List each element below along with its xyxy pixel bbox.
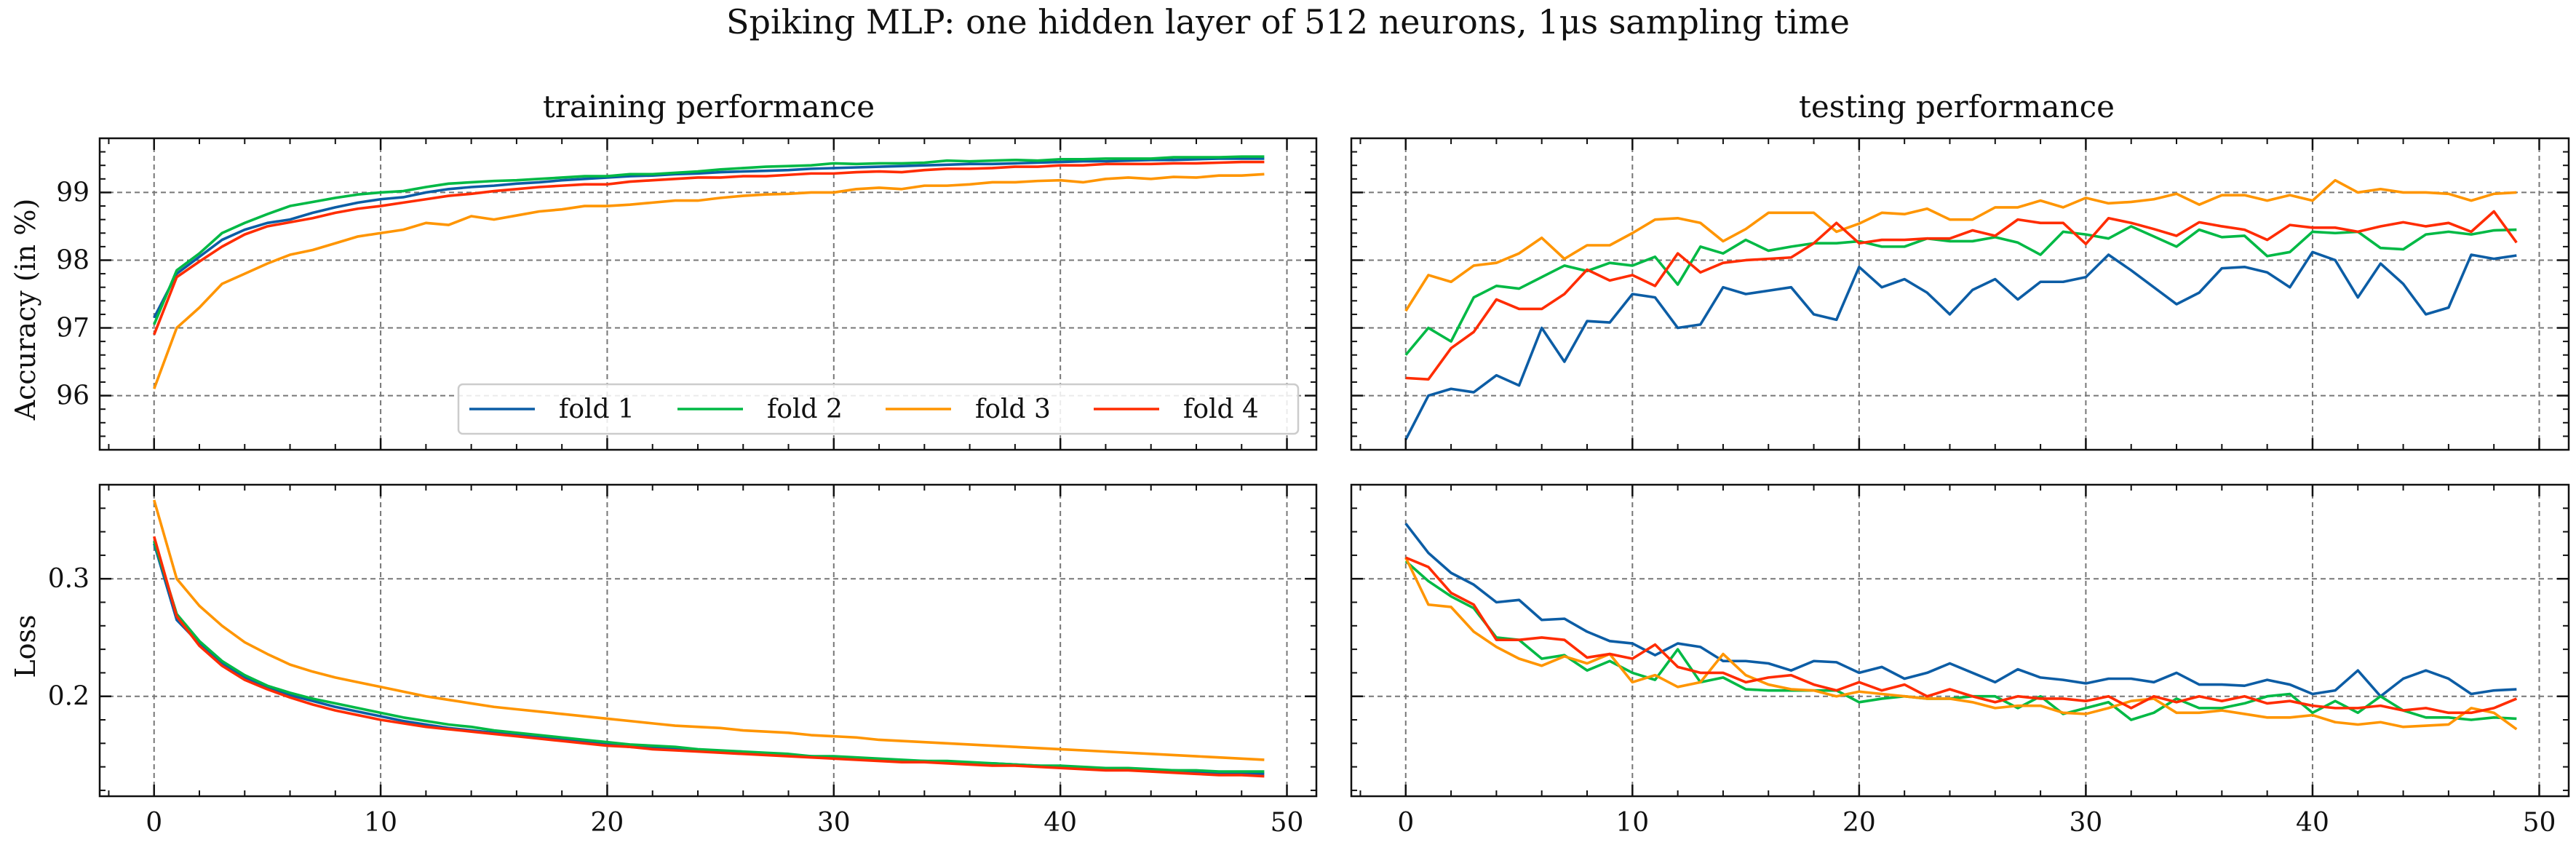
axes-frame [1350,137,2570,451]
legend-label: fold 4 [1183,394,1259,424]
y-tick-label: 98 [56,245,90,275]
series-line-fold-4 [152,536,1265,778]
series-line-fold-3 [153,172,1265,389]
x-tick-label: 0 [1397,808,1414,838]
x-tick-label: 40 [1043,808,1077,838]
x-tick-label: 0 [146,808,162,838]
series-line-fold-4 [153,160,1265,336]
x-tick-label: 30 [817,808,851,838]
axes-frame [1350,483,2570,798]
x-tick-label: 20 [591,808,624,838]
x-tick-label: 10 [1615,808,1649,838]
legend: fold 1 fold 2 fold 3 fold 4 [457,383,1300,435]
series-line-fold-4 [1405,210,2518,381]
figure-suptitle: Spiking MLP: one hidden layer of 512 neu… [726,2,1850,41]
y-tick-label: 97 [56,314,90,344]
legend-label: fold 3 [975,394,1051,424]
series-line-fold-4 [1405,556,2518,715]
series-line-fold-2 [153,155,1265,325]
panel-test-loss: 0 10 20 30 40 50 [1350,483,2570,838]
series-line-fold-3 [153,499,1265,761]
y-tick-label: 0.3 [48,564,90,594]
panel-test-acc [1350,137,2570,451]
legend-label: fold 2 [767,394,843,424]
x-tick-label: 10 [364,808,397,838]
series-line-fold-1 [153,157,1265,319]
series-line-fold-1 [1404,250,2517,440]
series-line-fold-1 [1404,523,2517,698]
legend-box [457,383,1300,435]
series-line-fold-2 [1404,225,2517,356]
x-tick-label: 30 [2070,808,2103,838]
panel-title-testing: testing performance [1799,89,2115,124]
y-axis-label-loss: Loss [9,614,41,678]
series-line-fold-3 [1404,557,2518,731]
series-line-fold-2 [1404,560,2517,721]
series-line-fold-3 [1404,178,2517,312]
y-axis-label-accuracy: Accuracy (in %) [9,199,41,421]
axes-frame [98,137,1318,451]
y-tick-label: 0.2 [48,682,90,712]
legend-label: fold 1 [559,394,635,424]
panel-train-loss: 0 10 20 30 40 50 0.2 0.3 [48,483,1318,838]
y-tick-label: 99 [56,178,90,207]
plot-area: 96 97 98 99 0 10 20 30 40 50 0.2 0.3 0 10 20 30 40 50 fold… [48,137,2570,838]
panel-train-acc: 96 97 98 99 [56,137,1318,451]
panel-title-training: training performance [543,89,875,124]
axes-frame [98,483,1318,798]
x-tick-label: 40 [2296,808,2329,838]
x-tick-label: 50 [1271,808,1304,838]
y-tick-label: 96 [56,381,90,411]
x-tick-label: 50 [2523,808,2556,838]
series-line-fold-2 [153,540,1265,773]
x-tick-label: 20 [1842,808,1876,838]
